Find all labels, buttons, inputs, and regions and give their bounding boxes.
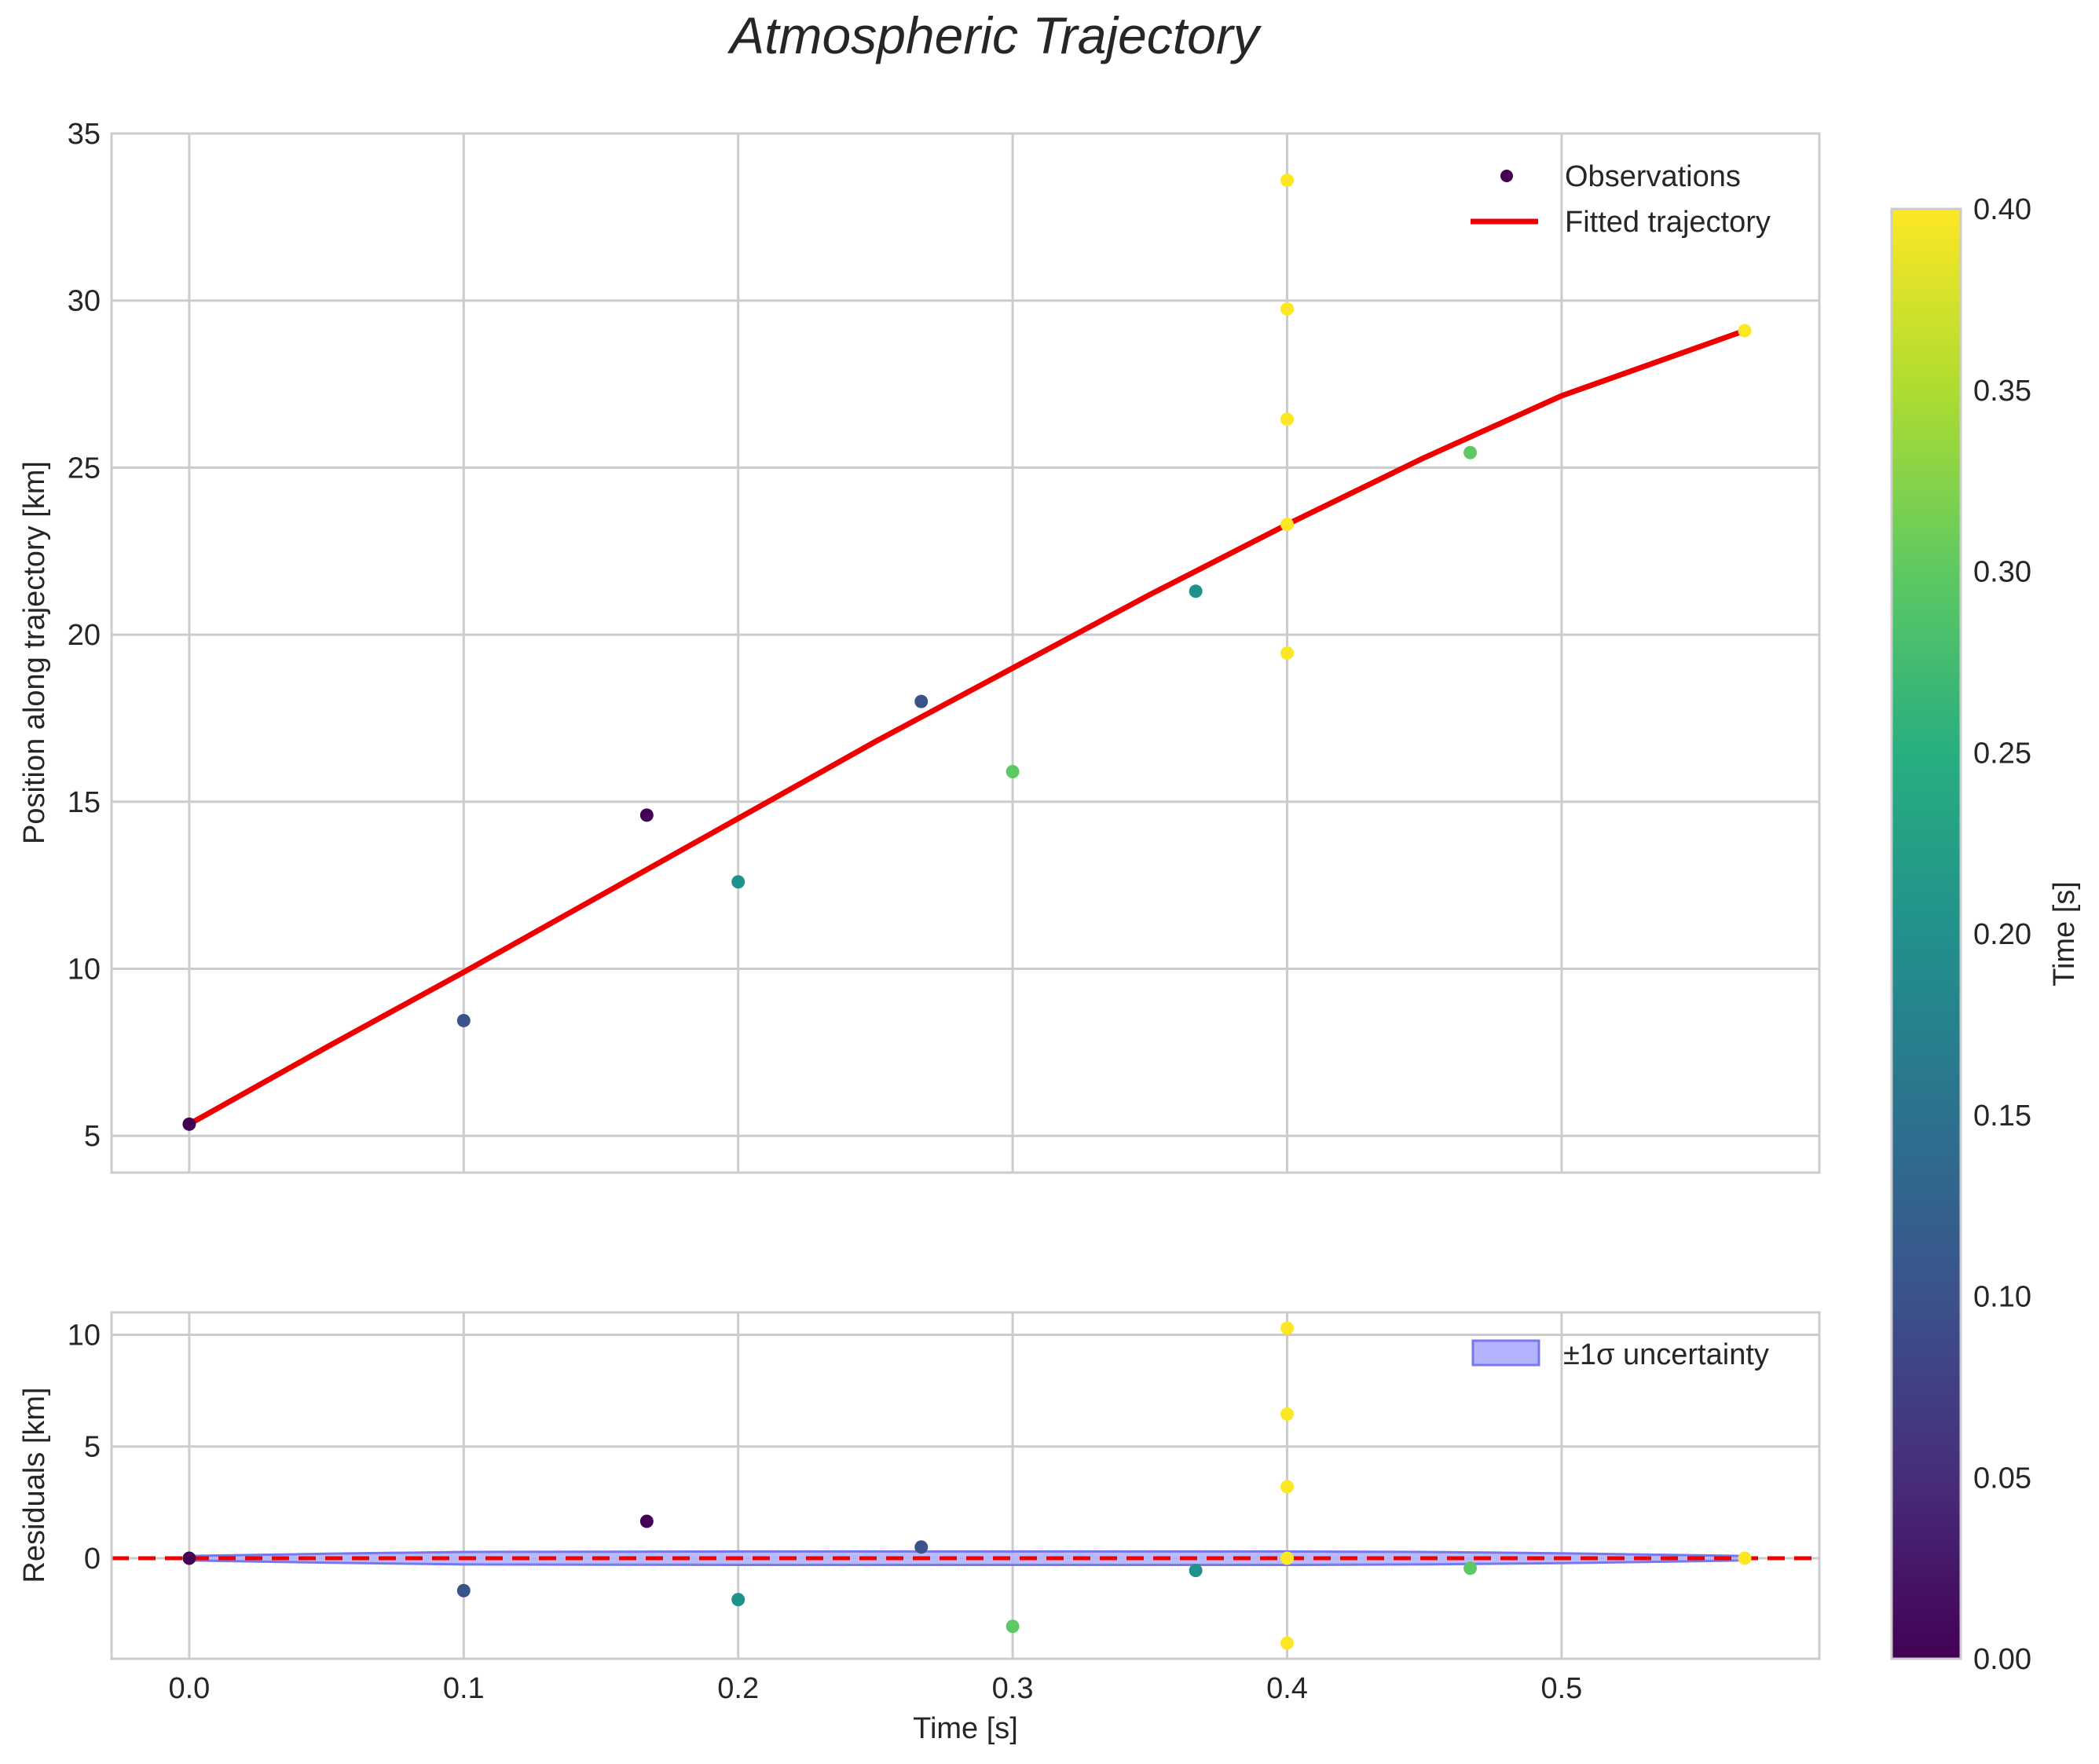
legend-uncertainty-patch: [1471, 1339, 1540, 1367]
position-y-tick-6: 35: [68, 118, 101, 151]
residual-point-2: [639, 1514, 654, 1528]
legend-observations-marker: [1500, 170, 1513, 182]
time-colorbar: 0.00 0.05 0.10 0.15 0.20 0.25 0.30 0.35 0.40 Tim…: [1890, 193, 2081, 1676]
colorbar-tick-6: 0.30: [1973, 556, 2031, 589]
residual-point-13: [1738, 1551, 1752, 1565]
residual-point-5: [1006, 1619, 1020, 1634]
colorbar-tick-0: 0.00: [1973, 1643, 2031, 1676]
residuals-y-axis-label: Residuals [km]: [18, 1387, 51, 1583]
legend-observations-label: Observations: [1565, 160, 1741, 193]
colorbar-tick-3: 0.15: [1973, 1100, 2031, 1133]
position-y-tick-labels: 5 10 15 20 25 30 35: [68, 118, 101, 1153]
observation-point-1: [456, 1013, 471, 1027]
residuals-marks: [182, 1321, 1752, 1650]
residual-point-6: [1189, 1564, 1203, 1578]
observation-point-0: [182, 1117, 196, 1131]
chart-title: Atmospheric Trajectory: [727, 6, 1262, 64]
residual-point-9: [1280, 1480, 1295, 1494]
colorbar-tick-labels: 0.00 0.05 0.10 0.15 0.20 0.25 0.30 0.35 0.40: [1973, 193, 2031, 1676]
residuals-y-tick-1: 5: [84, 1431, 101, 1464]
x-tick-5: 0.5: [1540, 1672, 1582, 1705]
observation-point-13: [1738, 324, 1752, 338]
legend-uncertainty-label: ±1σ uncertainty: [1563, 1338, 1769, 1371]
colorbar-tick-1: 0.05: [1973, 1462, 2031, 1495]
position-y-tick-0: 5: [84, 1120, 101, 1153]
residual-point-3: [731, 1593, 745, 1607]
position-legend: Observations Fitted trajectory: [1471, 160, 1771, 239]
observation-point-7: [1280, 646, 1295, 660]
residuals-y-tick-labels: 0 5 10: [68, 1319, 101, 1576]
residuals-panel: 0 5 10 0.0 0.1 0.2 0.3 0.4 0.5 Residuals [km] T…: [18, 1311, 1821, 1745]
x-tick-2: 0.2: [717, 1672, 759, 1705]
x-tick-4: 0.4: [1266, 1672, 1308, 1705]
legend-fit-label: Fitted trajectory: [1565, 206, 1771, 239]
position-grid: [112, 132, 1819, 1173]
observation-point-4: [914, 694, 929, 708]
residual-point-0: [182, 1551, 196, 1565]
observation-point-10: [1280, 302, 1295, 316]
residuals-plot-frame: [110, 1311, 1821, 1660]
observation-point-3: [731, 875, 745, 889]
observation-point-5: [1006, 765, 1020, 779]
colorbar-tick-7: 0.35: [1973, 375, 2031, 408]
residual-point-1: [456, 1583, 471, 1597]
position-marks: [182, 174, 1752, 1131]
residual-point-10: [1280, 1407, 1295, 1421]
position-y-tick-3: 20: [68, 619, 101, 652]
colorbar-tick-8: 0.40: [1973, 193, 2031, 226]
colorbar-tick-5: 0.25: [1973, 737, 2031, 770]
observation-point-11: [1280, 174, 1295, 188]
observation-point-2: [639, 808, 654, 822]
position-panel: 5 10 15 20 25 30 35 Position along trajectory …: [18, 118, 1821, 1174]
position-y-tick-1: 10: [68, 953, 101, 986]
position-y-tick-2: 15: [68, 786, 101, 819]
colorbar-tick-4: 0.20: [1973, 918, 2031, 951]
position-y-tick-4: 25: [68, 452, 101, 485]
observation-point-12: [1463, 445, 1478, 459]
position-y-axis-label: Position along trajectory [km]: [18, 461, 51, 844]
x-tick-0: 0.0: [168, 1672, 210, 1705]
residuals-y-tick-2: 10: [68, 1319, 101, 1352]
residual-point-4: [914, 1540, 929, 1554]
fitted-trajectory-line: [186, 328, 1748, 1127]
observation-point-8: [1280, 518, 1295, 532]
colorbar-tick-2: 0.10: [1973, 1281, 2031, 1314]
x-axis-label: Time [s]: [913, 1712, 1018, 1745]
x-tick-1: 0.1: [443, 1672, 485, 1705]
residuals-y-tick-0: 0: [84, 1543, 101, 1576]
x-tick-3: 0.3: [992, 1672, 1034, 1705]
observation-point-9: [1280, 412, 1295, 426]
position-y-tick-5: 30: [68, 285, 101, 318]
residual-point-7: [1280, 1636, 1295, 1650]
position-plot-frame: [110, 132, 1821, 1174]
colorbar-label: Time [s]: [2048, 881, 2081, 986]
residual-point-12: [1463, 1561, 1478, 1576]
residual-point-8: [1280, 1551, 1295, 1565]
x-tick-labels: 0.0 0.1 0.2 0.3 0.4 0.5: [168, 1672, 1582, 1705]
residuals-legend: ±1σ uncertainty: [1471, 1338, 1769, 1371]
residual-point-11: [1280, 1321, 1295, 1335]
colorbar-gradient: [1890, 207, 1962, 1660]
observation-point-6: [1189, 584, 1203, 598]
